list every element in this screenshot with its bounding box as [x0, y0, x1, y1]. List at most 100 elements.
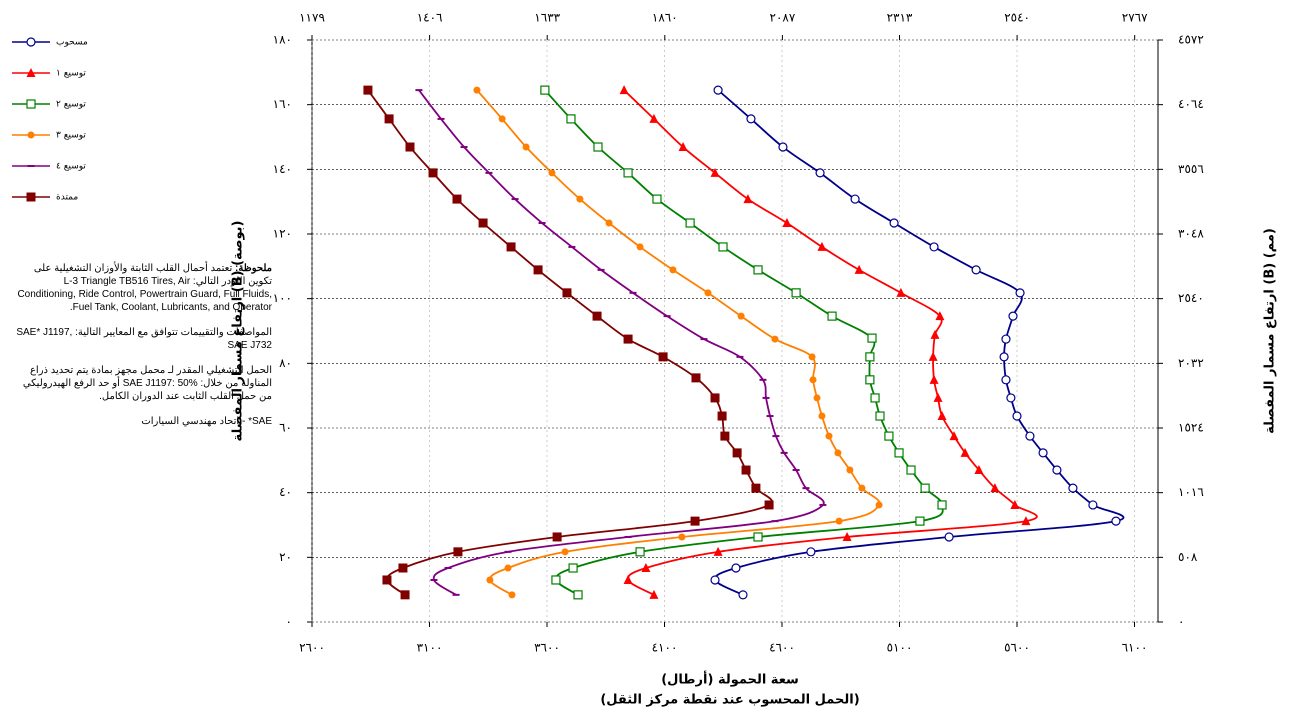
- data-point: [741, 465, 751, 475]
- y2-tick-label: ٣٥٥٦: [1178, 162, 1204, 176]
- y2-tick-label: ١٥٢٤: [1178, 421, 1204, 435]
- data-point: [778, 142, 788, 152]
- data-point: [720, 431, 730, 441]
- data-point: [504, 564, 512, 572]
- data-point: [363, 85, 373, 95]
- y-tick-label: ٨٠: [279, 356, 292, 370]
- data-point: [568, 563, 578, 573]
- data-point: [865, 352, 875, 362]
- data-point: [717, 411, 727, 421]
- data-point: [636, 243, 644, 251]
- data-point: [971, 265, 981, 275]
- y-tick-label: ١٢٠: [273, 227, 292, 241]
- x2-tick-label: ٢٣١٣: [887, 11, 913, 25]
- legend-marker: [26, 37, 36, 47]
- data-point: [854, 264, 864, 274]
- data-point: [649, 589, 659, 599]
- data-point: [561, 548, 569, 556]
- legend-marker: [26, 192, 36, 202]
- data-point: [1001, 375, 1011, 385]
- note-text: تعتمد أحمال القلب الثابتة والأوزان التشغ…: [17, 263, 272, 313]
- data-point: [623, 574, 633, 584]
- x2-tick-label: ٢٧٦٧: [1122, 11, 1148, 25]
- data-point: [842, 531, 852, 541]
- y2-tick-label: ٤٥٧٢: [1178, 33, 1204, 47]
- x2-tick-label: ١١٧٩: [299, 11, 325, 25]
- x2-tick-label: ١٨٦٠: [652, 11, 678, 25]
- data-point: [473, 86, 481, 94]
- data-point: [506, 242, 516, 252]
- legend-marker: [26, 99, 36, 109]
- x-tick-label: ٤١٠٠: [652, 641, 678, 655]
- x-tick-label: ٥١٠٠: [887, 641, 913, 655]
- note-heading: ملحوظة:: [235, 263, 272, 274]
- y-tick-label: ٢٠: [279, 550, 292, 564]
- data-point: [858, 484, 866, 492]
- data-point: [710, 167, 720, 177]
- data-point: [1012, 411, 1022, 421]
- y2-axis-label: ارتفاع مسمار المفصلة (B) (مم): [1263, 228, 1278, 434]
- data-point: [566, 114, 576, 124]
- note: المواصفات والتقييمات تتوافق مع المعايير …: [16, 327, 272, 351]
- data-point: [929, 374, 939, 384]
- series-line: [476, 89, 881, 596]
- legend-label: توسيع ١: [56, 69, 86, 79]
- y2-tick-label: ٠: [1178, 615, 1184, 629]
- x-tick-label: ٣٦٠٠: [534, 641, 560, 655]
- data-point: [498, 115, 506, 123]
- data-point: [990, 483, 1000, 493]
- y2-tick-label: ٣٠٤٨: [1178, 227, 1204, 241]
- data-point: [834, 449, 842, 457]
- data-point: [658, 352, 668, 362]
- x2-tick-label: ١٦٣٣: [534, 11, 560, 25]
- data-point: [835, 517, 843, 525]
- data-point: [999, 352, 1009, 362]
- data-point: [384, 114, 394, 124]
- x-tick-label: ٥٦٠٠: [1004, 641, 1030, 655]
- data-point: [753, 265, 763, 275]
- note: ملحوظة: تعتمد أحمال القلب الثابتة والأوز…: [8, 262, 272, 314]
- x2-tick-label: ٢٠٨٧: [770, 11, 796, 25]
- data-point: [669, 266, 677, 274]
- y2-tick-label: ٤٠٦٤: [1178, 97, 1204, 111]
- data-point: [405, 142, 415, 152]
- data-point: [825, 432, 833, 440]
- data-point: [743, 194, 753, 204]
- data-point: [949, 431, 959, 441]
- y-tick-label: ١٨٠: [273, 33, 292, 47]
- data-point: [737, 312, 745, 320]
- data-point: [929, 242, 939, 252]
- data-point: [813, 394, 821, 402]
- data-point: [827, 311, 837, 321]
- legend-marker: [26, 68, 36, 77]
- data-point: [548, 169, 556, 177]
- data-point: [806, 547, 816, 557]
- data-point: [944, 532, 954, 542]
- data-point: [713, 546, 723, 556]
- data-point: [817, 241, 827, 251]
- y2-tick-label: ٢٥٤٠: [1178, 291, 1204, 305]
- data-point: [937, 411, 947, 421]
- data-point: [649, 113, 659, 123]
- data-point: [678, 142, 688, 152]
- data-point: [809, 376, 817, 384]
- notes: ملحوظة: تعتمد أحمال القلب الثابتة والأوز…: [8, 262, 272, 440]
- data-point: [508, 591, 516, 599]
- data-point: [771, 335, 779, 343]
- legend-label: توسيع ٤: [56, 162, 86, 172]
- data-point: [753, 532, 763, 542]
- y-tick-label: ١٦٠: [273, 97, 292, 111]
- data-point: [1021, 516, 1031, 526]
- data-point: [652, 194, 662, 204]
- data-point: [713, 85, 723, 95]
- data-point: [605, 219, 613, 227]
- data-point: [732, 448, 742, 458]
- data-point: [1111, 516, 1121, 526]
- data-point: [815, 168, 825, 178]
- x-axis-sublabel: (الحمل المحسوب عند نقطة مركز الثقل): [600, 693, 859, 708]
- legend-label: توسيع ٣: [56, 131, 86, 141]
- data-point: [850, 194, 860, 204]
- data-point: [478, 218, 488, 228]
- x-tick-label: ٢٦٠٠: [299, 641, 325, 655]
